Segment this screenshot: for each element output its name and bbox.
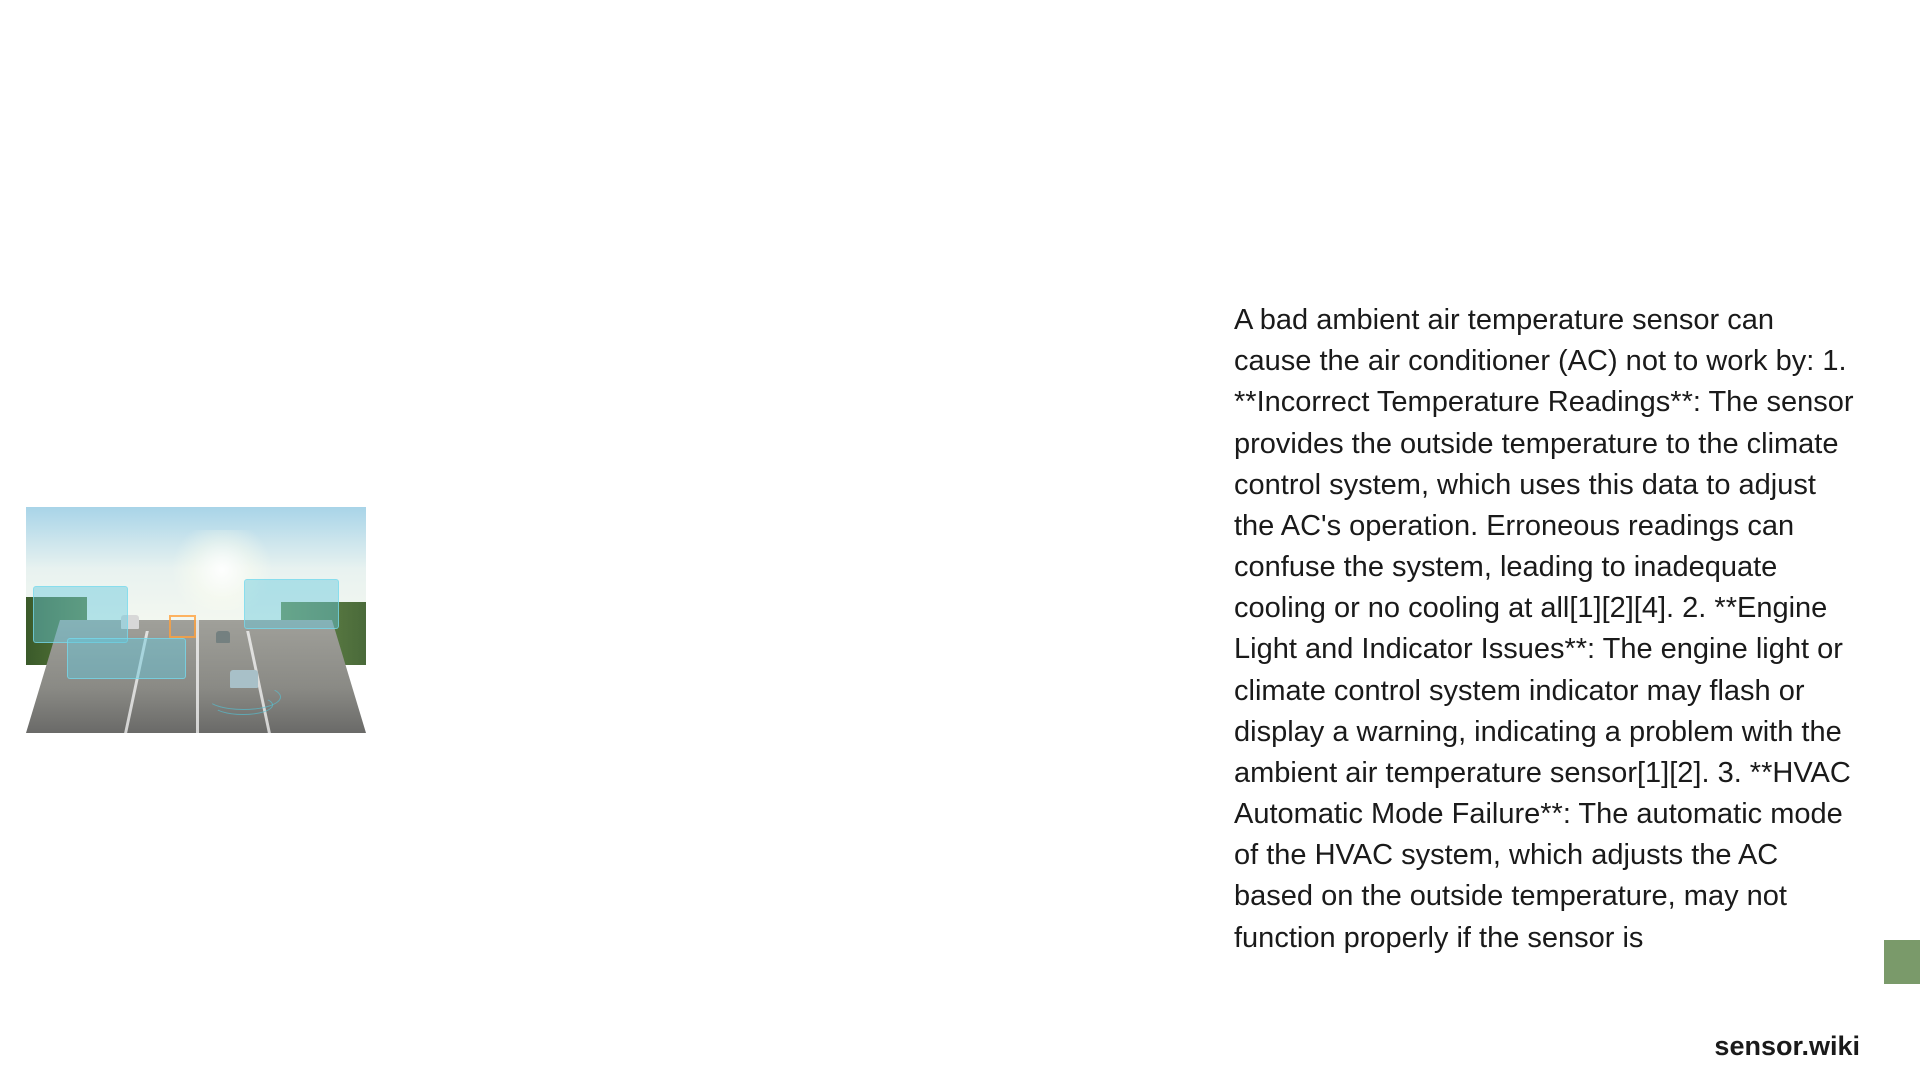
site-watermark: sensor.wiki	[1714, 1031, 1860, 1062]
article-image	[26, 507, 366, 733]
highway-scene	[26, 507, 366, 733]
article-body-text: A bad ambient air temperature sensor can…	[1234, 300, 1857, 959]
side-accent-bar	[1884, 940, 1920, 984]
